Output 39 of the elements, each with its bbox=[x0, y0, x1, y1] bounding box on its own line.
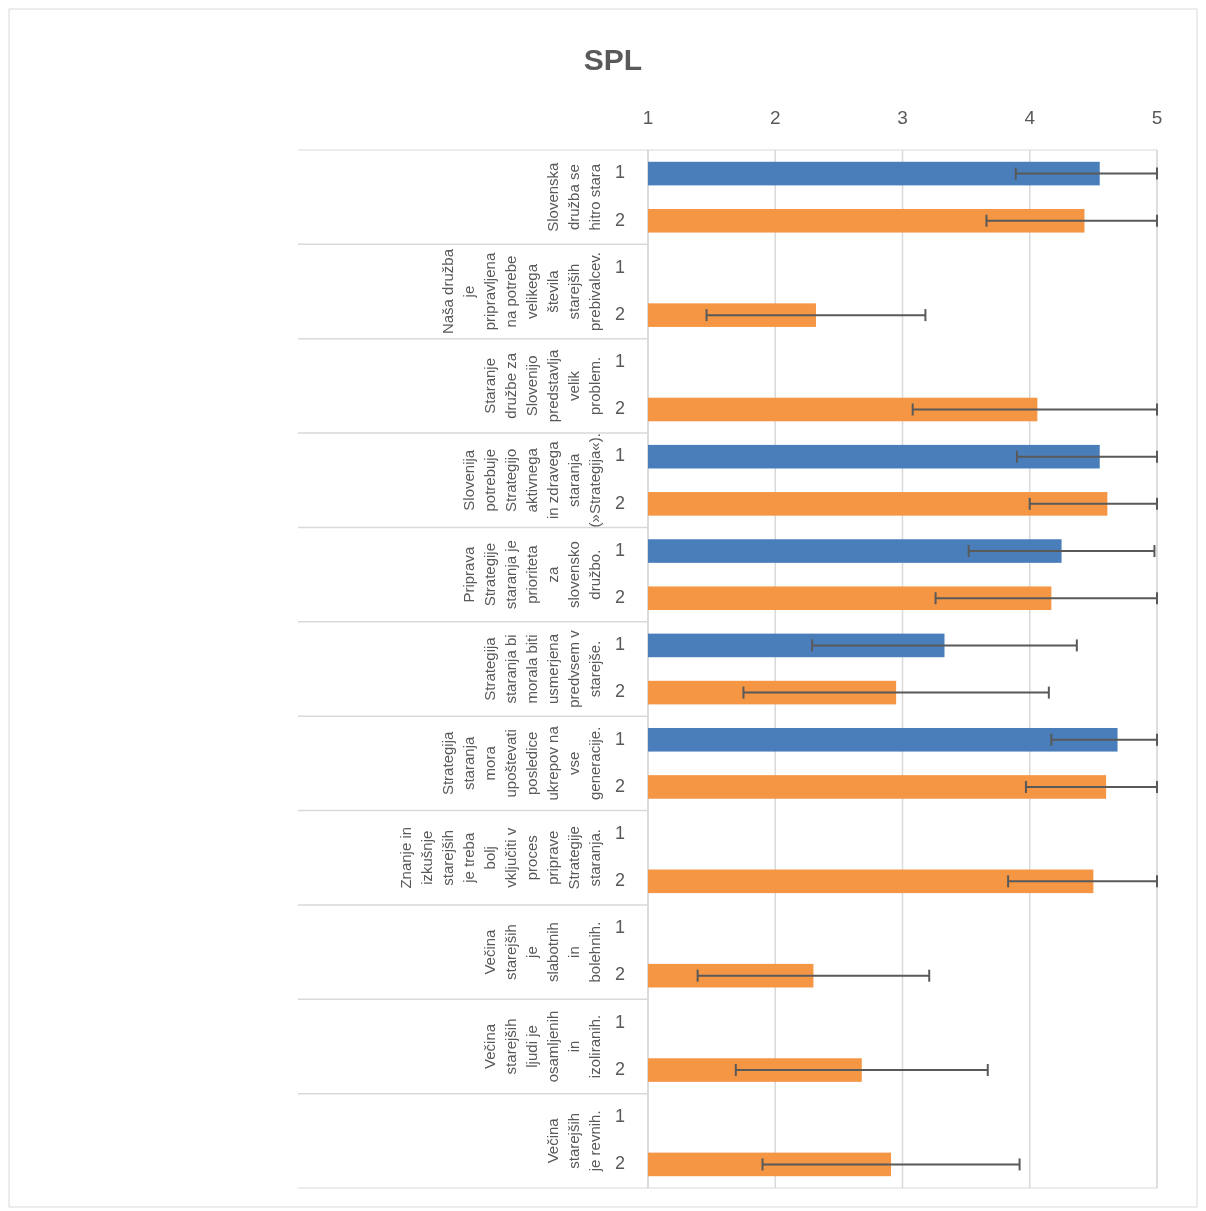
text: 1 bbox=[614, 1105, 626, 1126]
y-tick-label: Slovenija potrebuje Strategijo aktivnega in zdravega staranja (»Strategija«). bbox=[459, 433, 603, 528]
x-tick-label: 3 bbox=[897, 107, 908, 128]
text: 1 bbox=[614, 539, 626, 560]
text: 2 bbox=[614, 492, 626, 513]
chart-title: SPL bbox=[583, 43, 643, 76]
series-label: 1 bbox=[614, 162, 626, 183]
text: 1 bbox=[614, 445, 626, 466]
text: 2 bbox=[614, 1153, 626, 1174]
x-tick-label: 1 bbox=[642, 107, 654, 128]
x-tick-label: 2 bbox=[769, 107, 781, 128]
y-tick-label: Večina starejših ljudi je osamljenih in izoliranih. bbox=[480, 1010, 603, 1083]
text: 1 bbox=[614, 822, 626, 843]
category-label: Znanje in izkušnje starejših je treba bolj vključiti v proces priprave Strategije staranja. bbox=[396, 826, 603, 890]
text: 2 bbox=[614, 398, 626, 419]
text: 1 bbox=[614, 256, 626, 277]
y-tick-label: Priprava Strategije staranja je prioriteta za slovensko družbo. bbox=[459, 540, 603, 610]
text: 2 bbox=[614, 870, 626, 891]
text: 2 bbox=[614, 586, 626, 607]
text: 1 bbox=[614, 1011, 626, 1032]
text: 2 bbox=[614, 775, 626, 796]
x-tick-label: 4 bbox=[1024, 107, 1036, 128]
text: 1 bbox=[614, 351, 626, 372]
text: 2 bbox=[614, 1058, 626, 1079]
x-tick-label: 5 bbox=[1151, 107, 1163, 128]
text: 2 bbox=[614, 964, 626, 985]
y-tick-label: Staranje družbe za Slovenijo predstavlja velik problem. bbox=[480, 348, 603, 423]
y-tick-label: Večina starejših je revnih. bbox=[543, 1110, 603, 1173]
text: 2 bbox=[614, 303, 626, 324]
y-tick-label: Strategija staranja bi morala biti usmerjena predvsem v starejše. bbox=[480, 629, 603, 708]
series-label: 2 bbox=[614, 209, 626, 230]
y-tick-label: Naša družba je pripravljena na potrebe velikega števila starejših prebivalcev. bbox=[438, 248, 603, 335]
text: 1 bbox=[614, 728, 626, 749]
y-tick-label: Slovenska družba se hitro stara bbox=[543, 161, 603, 232]
text: 2 bbox=[614, 681, 626, 702]
text: 1 bbox=[614, 917, 626, 938]
y-tick-label: Večina starejših je slabotnih in bolehnih. bbox=[480, 921, 603, 983]
y-tick-label: Strategija staranja mora upoštevati posledice ukrepov na vse generacije. bbox=[438, 725, 603, 801]
text: 1 bbox=[614, 634, 626, 655]
